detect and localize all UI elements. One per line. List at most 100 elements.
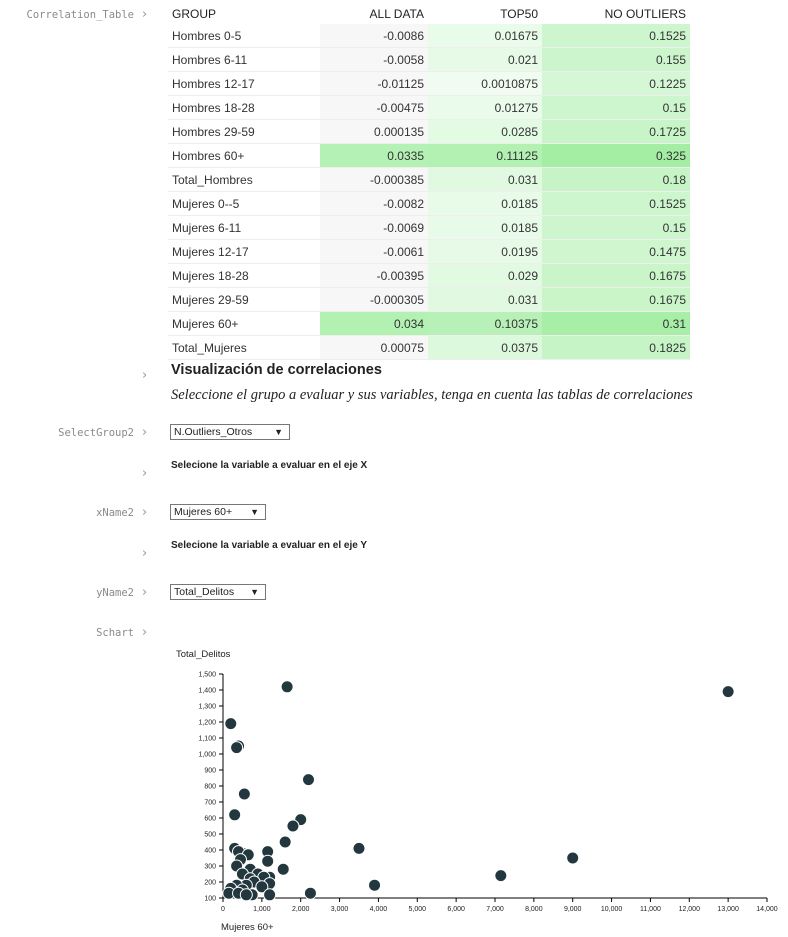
y-tick-label: 1,000 xyxy=(198,752,216,759)
value-cell: -0.000385 xyxy=(320,167,428,192)
collapse-chevron-icon[interactable]: › xyxy=(142,505,148,520)
y-variable-prompt: Selecione la variable a evaluar en el ej… xyxy=(171,540,368,551)
x-tick-label: 6,000 xyxy=(447,906,465,913)
data-point xyxy=(352,841,366,855)
collapse-chevron-icon[interactable]: › xyxy=(142,546,148,561)
data-point xyxy=(232,886,246,900)
dropdown-arrow-icon: ▼ xyxy=(250,587,259,597)
data-point xyxy=(301,773,315,787)
value-cell: -0.0086 xyxy=(320,24,428,48)
collapse-chevron-icon[interactable]: › xyxy=(142,7,148,22)
x-tick-label: 2,000 xyxy=(292,906,310,913)
x-variable-prompt: Selecione la variable a evaluar en el ej… xyxy=(171,460,368,471)
value-cell: 0.1525 xyxy=(542,191,690,216)
table-row: Hombres 29-59 0.000135 0.0285 0.1725 xyxy=(168,119,690,144)
schart-cell-label: Schart xyxy=(96,627,134,639)
xname-cell-label: xName2 xyxy=(96,507,134,519)
value-cell: 0.00075 xyxy=(320,335,428,360)
x-tick-label: 13,000 xyxy=(717,906,739,913)
value-cell: 0.031 xyxy=(428,167,542,192)
group-cell: Hombres 12-17 xyxy=(168,71,320,96)
value-cell: 0.0335 xyxy=(320,143,428,168)
x-variable-select[interactable]: Mujeres 60+ ▼ xyxy=(170,504,266,520)
value-cell: 0.0375 xyxy=(428,335,542,360)
y-tick-label: 800 xyxy=(204,784,216,791)
table-row: Hombres 60+ 0.0335 0.11125 0.325 xyxy=(168,143,690,168)
group-cell: Mujeres 29-59 xyxy=(168,287,320,312)
table-row: Total_Hombres -0.000385 0.031 0.18 xyxy=(168,167,690,192)
y-tick-label: 1,400 xyxy=(198,688,216,695)
column-header: NO OUTLIERS xyxy=(604,7,686,21)
data-point xyxy=(232,739,246,753)
collapse-chevron-icon[interactable]: › xyxy=(142,368,148,383)
collapse-chevron-icon[interactable]: › xyxy=(142,625,148,640)
value-cell: 0.1225 xyxy=(542,71,690,96)
table-row: Mujeres 18-28 -0.00395 0.029 0.1675 xyxy=(168,263,690,288)
value-cell: 0.15 xyxy=(542,95,690,120)
x-tick-label: 1,000 xyxy=(253,906,271,913)
value-cell: 0.15 xyxy=(542,215,690,240)
data-point xyxy=(278,835,292,849)
x-tick-label: 9,000 xyxy=(564,906,582,913)
x-tick-label: 8,000 xyxy=(525,906,543,913)
group-cell: Total_Mujeres xyxy=(168,335,320,360)
y-tick-label: 600 xyxy=(204,816,216,823)
column-header: TOP50 xyxy=(500,7,538,21)
column-header: GROUP xyxy=(172,7,217,21)
section-title: Visualización de correlaciones xyxy=(171,362,382,378)
data-point xyxy=(247,875,261,889)
table-row: Mujeres 6-11 -0.0069 0.0185 0.15 xyxy=(168,215,690,240)
data-point xyxy=(257,870,271,884)
data-point xyxy=(303,886,317,900)
value-cell: 0.1525 xyxy=(542,24,690,48)
correlation-table-cell-label: Correlation_Table xyxy=(26,9,134,21)
data-point xyxy=(233,853,247,867)
value-cell: 0.155 xyxy=(542,47,690,72)
group-select[interactable]: N.Outliers_Otros ▼ xyxy=(170,424,290,440)
x-tick-label: 5,000 xyxy=(409,906,427,913)
value-cell: 0.1675 xyxy=(542,263,690,288)
y-variable-select[interactable]: Total_Delitos ▼ xyxy=(170,584,266,600)
x-tick-label: 0 xyxy=(221,906,225,913)
dropdown-arrow-icon: ▼ xyxy=(250,507,259,517)
data-point xyxy=(245,888,259,902)
value-cell: 0.10375 xyxy=(428,311,542,336)
collapse-chevron-icon[interactable]: › xyxy=(142,466,148,481)
value-cell: 0.000135 xyxy=(320,119,428,144)
group-select-value: N.Outliers_Otros xyxy=(174,426,253,438)
data-point xyxy=(239,888,253,902)
collapse-chevron-icon[interactable]: › xyxy=(142,425,148,440)
group-cell: Total_Hombres xyxy=(168,167,320,192)
y-tick-label: 100 xyxy=(204,896,216,903)
table-row: Hombres 0-5 -0.0086 0.01675 0.1525 xyxy=(168,24,690,48)
group-cell: Mujeres 60+ xyxy=(168,311,320,336)
table-row: Hombres 6-11 -0.0058 0.021 0.155 xyxy=(168,47,690,72)
value-cell: -0.0082 xyxy=(320,191,428,216)
data-point xyxy=(255,880,269,894)
data-point xyxy=(276,862,290,876)
value-cell: 0.1725 xyxy=(542,119,690,144)
group-cell: Mujeres 12-17 xyxy=(168,239,320,264)
data-point xyxy=(237,787,251,801)
collapse-chevron-icon[interactable]: › xyxy=(142,585,148,600)
value-cell: 0.1475 xyxy=(542,239,690,264)
table-row: Hombres 12-17 -0.01125 0.0010875 0.1225 xyxy=(168,71,690,96)
value-cell: -0.000305 xyxy=(320,287,428,312)
value-cell: 0.0185 xyxy=(428,191,542,216)
data-point xyxy=(224,881,238,895)
x-tick-label: 12,000 xyxy=(679,906,701,913)
x-variable-select-value: Mujeres 60+ xyxy=(174,506,233,518)
y-tick-label: 1,500 xyxy=(198,672,216,679)
dropdown-arrow-icon: ▼ xyxy=(274,427,283,437)
group-cell: Hombres 6-11 xyxy=(168,47,320,72)
table-row: Mujeres 12-17 -0.0061 0.0195 0.1475 xyxy=(168,239,690,264)
data-point xyxy=(230,878,244,892)
data-point xyxy=(230,741,244,755)
data-point xyxy=(224,717,238,731)
table-row: Total_Mujeres 0.00075 0.0375 0.1825 xyxy=(168,335,690,360)
value-cell: 0.1675 xyxy=(542,287,690,312)
section-subtitle: Seleccione el grupo a evaluar y sus vari… xyxy=(171,387,693,403)
value-cell: 0.031 xyxy=(428,287,542,312)
data-point xyxy=(251,867,265,881)
value-cell: -0.0061 xyxy=(320,239,428,264)
